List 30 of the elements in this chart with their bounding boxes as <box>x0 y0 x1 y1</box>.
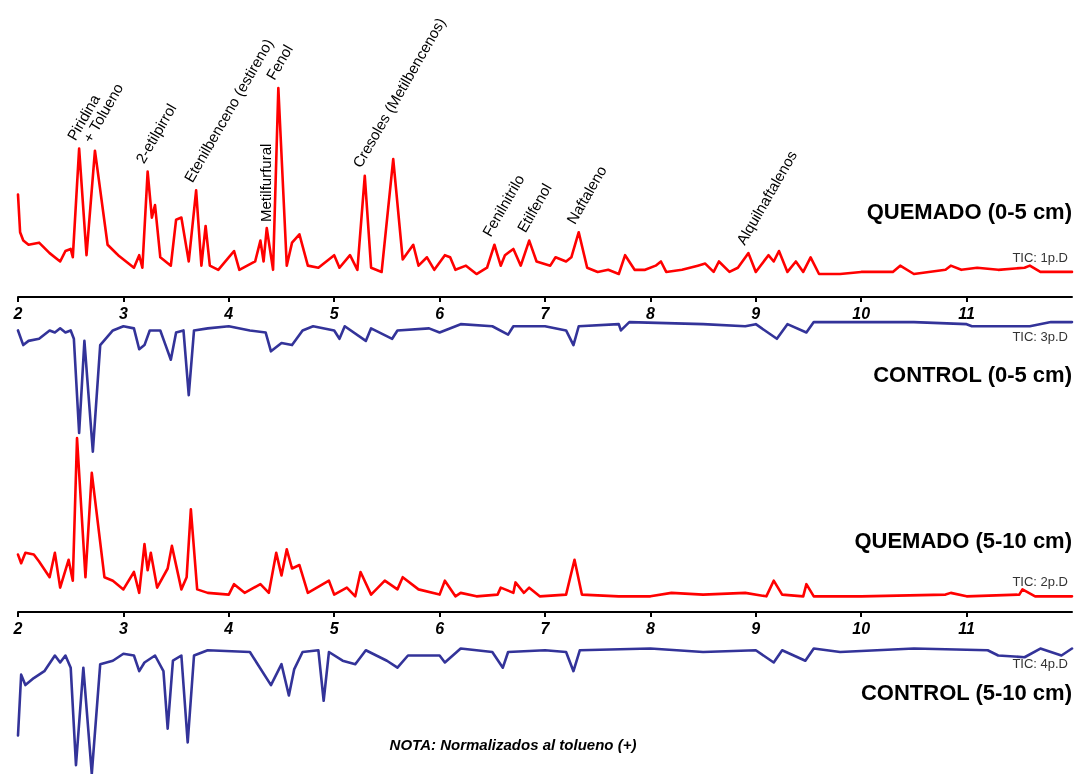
x-tick-label: 8 <box>645 304 655 322</box>
x-tick-label: 4 <box>223 304 234 322</box>
annotation: TIC: 1p.D <box>1012 249 1068 265</box>
annotation: TIC: 2p.D <box>1012 574 1068 590</box>
annotation: TIC: 4p.D <box>1012 655 1068 671</box>
series-label: CONTROL (0-5 cm) <box>873 361 1072 387</box>
x-tick-label: 11 <box>958 304 976 322</box>
x-tick-label: 10 <box>852 619 871 637</box>
x-tick-label: 7 <box>540 304 551 322</box>
series-label: QUEMADO (5-10 cm) <box>854 528 1072 554</box>
series-label: CONTROL (5-10 cm) <box>860 680 1072 706</box>
x-tick-label: 5 <box>329 619 340 637</box>
annotation: NOTA: Normalizados al tolueno (+) <box>389 735 637 753</box>
x-tick-label: 10 <box>852 304 871 322</box>
x-tick-label: 3 <box>118 304 128 322</box>
annotation: TIC: 3p.D <box>1012 329 1068 345</box>
x-tick-label: 5 <box>329 304 340 322</box>
x-tick-label: 4 <box>223 619 234 637</box>
x-tick-label: 3 <box>118 619 128 637</box>
x-tick-label: 2 <box>12 304 23 322</box>
x-tick-label: 6 <box>435 619 445 637</box>
x-tick-label: 11 <box>958 619 976 637</box>
text: QUEMADO (0-5 cm) <box>866 198 1072 224</box>
x-tick-label: 9 <box>751 304 761 322</box>
x-tick-label: 9 <box>751 619 761 637</box>
x-tick-label: 8 <box>645 619 655 637</box>
x-tick-label: 7 <box>540 619 551 637</box>
x-tick-label: 2 <box>12 619 23 637</box>
annotation: Metilfurfural <box>256 143 274 223</box>
x-tick-label: 6 <box>435 304 445 322</box>
